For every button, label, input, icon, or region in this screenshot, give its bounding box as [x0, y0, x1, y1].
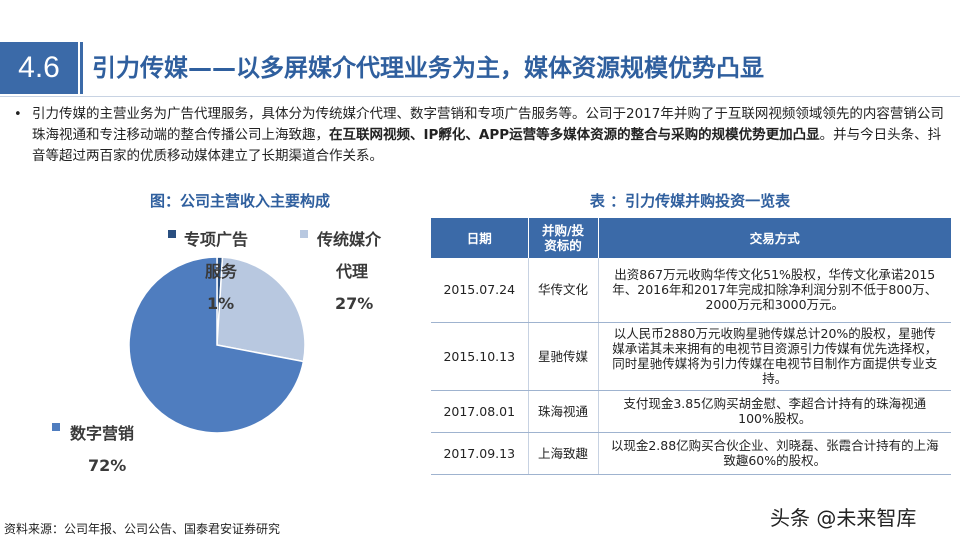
table-title: 表 ：引力传媒并购投资一览表 [589, 192, 791, 210]
pie-slice-digital [128, 256, 305, 434]
header-target: 并购/投 资标的 [528, 218, 599, 258]
legend-swatch-special [168, 230, 176, 238]
cell-date: 2017.09.13 [431, 432, 529, 475]
chart-title: 图：公司主营收入主要构成 [149, 192, 330, 210]
cell-date: 2015.10.13 [431, 322, 529, 391]
cell-target: 上海致趣 [528, 432, 599, 475]
legend-label-digital: 数字营销 [70, 424, 134, 443]
table-header-row: 日期 并购/投 资标的 交易方式 [431, 218, 951, 258]
cell-deal: 支付现金3.85亿购买胡金慰、李超合计持有的珠海视通100%股权。 [598, 390, 951, 433]
pie-slice-traditional [216, 256, 306, 363]
watermark: 头条 @未来智库 [770, 506, 917, 530]
legend-pct-special: 1% [207, 294, 234, 313]
title-rule [0, 96, 960, 97]
header-target-line2: 资标的 [544, 238, 582, 253]
legend-label-special-line1: 专项广告 [184, 230, 248, 249]
intro-text-part2: 。并与今日头条、抖音等超过两百家的优质移动媒体建立了长期渠道合作关系。 [32, 127, 942, 164]
bullet-icon: • [14, 107, 22, 122]
intro-text: 引力传媒的主营业务为广告代理服务，具体分为传统媒介代理、数字营销和专项广告服务等… [32, 104, 949, 167]
intro-paragraph: • 引力传媒的主营业务为广告代理服务，具体分为传统媒介代理、数字营销和专项广告服… [14, 104, 949, 167]
intro-text-part1: 引力传媒的主营业务为广告代理服务，具体分为传统媒介代理、数字营销和专项广告服务等… [32, 106, 944, 143]
legend-pct-digital: 72% [88, 456, 126, 475]
table-row: 2015.07.24 华传文化 出资867万元收购华传文化51%股权，华传文化承… [431, 258, 951, 323]
intro-text-bold: 在互联网视频、IP孵化、APP运营等多媒体资源的整合与采购的规模优势更加凸显 [329, 127, 820, 143]
legend-label-special-line2: 服务 [205, 262, 238, 281]
cell-target: 珠海视通 [528, 390, 599, 433]
legend-swatch-digital [52, 423, 60, 431]
legend-swatch-traditional [300, 230, 308, 238]
table-row: 2017.08.01 珠海视通 支付现金3.85亿购买胡金慰、李超合计持有的珠海… [431, 390, 951, 433]
cell-deal: 以人民币2880万元收购星驰传媒总计20%的股权，星驰传媒承诺其未来拥有的电视节… [598, 322, 951, 391]
page-title: 引力传媒——以多屏媒介代理业务为主，媒体资源规模优势凸显 [92, 54, 764, 82]
cell-target: 星驰传媒 [528, 322, 599, 391]
header-date: 日期 [431, 218, 529, 258]
header-target-line1: 并购/投 [541, 223, 585, 238]
section-number-badge: 4.6 [0, 42, 78, 94]
cell-deal: 出资867万元收购华传文化51%股权，华传文化承诺2015年、2016年和201… [598, 258, 951, 323]
cell-deal: 以现金2.88亿购买合伙企业、刘晓磊、张霞合计持有的上海致趣60%的股权。 [598, 432, 951, 475]
cell-date: 2017.08.01 [431, 390, 529, 433]
section-divider [80, 42, 83, 94]
table-row: 2015.10.13 星驰传媒 以人民币2880万元收购星驰传媒总计20%的股权… [431, 322, 951, 391]
header-deal: 交易方式 [598, 218, 951, 258]
pie-chart-svg: 专项广告 服务 1% 传统媒介 代理 27% 数字营销 72% [52, 230, 382, 475]
deal-table: 日期 并购/投 资标的 交易方式 2015.07.24 华传文化 出资867万元收… [431, 218, 951, 475]
legend-label-traditional-line2: 代理 [335, 262, 368, 281]
cell-target: 华传文化 [528, 258, 599, 323]
legend-label-traditional-line1: 传统媒介 [316, 230, 382, 249]
source-note: 资料来源：公司年报、公司公告、国泰君安证券研究 [4, 522, 281, 536]
pie-chart: 专项广告 服务 1% 传统媒介 代理 27% 数字营销 72% [0, 215, 420, 505]
cell-date: 2015.07.24 [431, 258, 529, 323]
legend-pct-traditional: 27% [335, 294, 373, 313]
table-row: 2017.09.13 上海致趣 以现金2.88亿购买合伙企业、刘晓磊、张霞合计持… [431, 432, 951, 475]
